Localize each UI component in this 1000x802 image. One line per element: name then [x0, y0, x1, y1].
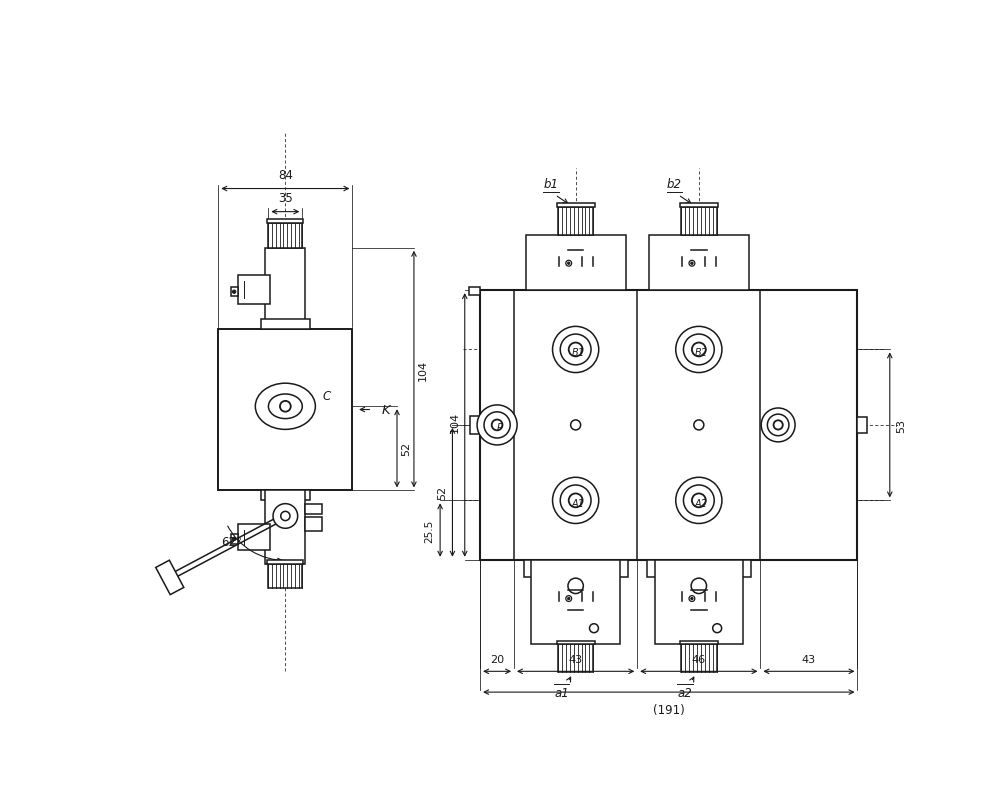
Text: 43: 43	[569, 654, 583, 664]
Text: 84: 84	[278, 168, 293, 181]
Text: 43: 43	[802, 654, 816, 664]
Circle shape	[492, 420, 502, 431]
Circle shape	[567, 597, 570, 600]
Circle shape	[691, 597, 693, 600]
Bar	[558, 208, 593, 236]
Text: B1: B1	[571, 347, 584, 358]
Text: 25.5: 25.5	[425, 519, 435, 542]
Circle shape	[568, 578, 583, 593]
Circle shape	[590, 624, 598, 633]
Circle shape	[553, 478, 599, 524]
Circle shape	[676, 327, 722, 373]
Circle shape	[689, 261, 695, 267]
Circle shape	[761, 408, 795, 443]
Circle shape	[560, 334, 591, 366]
Bar	[557, 204, 595, 208]
Circle shape	[281, 512, 290, 521]
Text: b1: b1	[544, 178, 558, 191]
Circle shape	[683, 334, 714, 366]
Circle shape	[691, 578, 707, 593]
Bar	[267, 220, 303, 224]
Text: 62°: 62°	[221, 535, 242, 548]
Circle shape	[767, 415, 789, 436]
Text: 104: 104	[418, 359, 428, 380]
Circle shape	[553, 327, 599, 373]
Bar	[238, 525, 270, 550]
Circle shape	[232, 537, 236, 541]
Circle shape	[566, 596, 572, 602]
Bar	[524, 560, 628, 577]
Bar	[265, 249, 305, 330]
Circle shape	[569, 494, 583, 508]
Circle shape	[692, 494, 706, 508]
Bar	[655, 560, 743, 645]
Bar	[267, 560, 303, 564]
Circle shape	[484, 412, 510, 439]
Text: C: C	[322, 390, 331, 403]
Circle shape	[713, 624, 722, 633]
Circle shape	[567, 263, 570, 265]
Bar	[261, 320, 310, 330]
Bar	[649, 236, 749, 291]
Bar	[557, 641, 595, 645]
Text: 104: 104	[449, 411, 459, 432]
Bar	[261, 491, 310, 500]
Bar	[268, 564, 302, 589]
Bar	[857, 418, 867, 433]
Bar	[265, 491, 305, 564]
Bar	[231, 535, 238, 544]
Text: 46: 46	[692, 654, 706, 664]
Text: 35: 35	[278, 192, 293, 205]
Ellipse shape	[255, 383, 315, 430]
Circle shape	[775, 423, 781, 428]
Bar	[681, 645, 717, 672]
Text: a2: a2	[678, 686, 692, 699]
Text: b2: b2	[667, 178, 682, 191]
Circle shape	[280, 401, 291, 412]
Text: 52: 52	[401, 442, 411, 456]
Bar	[680, 204, 718, 208]
Bar	[305, 504, 322, 514]
Text: (191): (191)	[653, 703, 685, 716]
Text: 53: 53	[896, 419, 906, 432]
Bar	[681, 208, 717, 236]
Bar	[218, 330, 352, 491]
Polygon shape	[156, 561, 184, 595]
Bar	[647, 560, 751, 577]
Circle shape	[273, 504, 298, 529]
Circle shape	[691, 263, 693, 265]
Bar	[470, 416, 480, 435]
Text: K: K	[382, 403, 390, 416]
Circle shape	[689, 596, 695, 602]
Bar	[305, 517, 322, 531]
Bar	[480, 291, 857, 560]
Circle shape	[571, 420, 581, 431]
Circle shape	[683, 485, 714, 516]
Circle shape	[560, 485, 591, 516]
Circle shape	[569, 343, 583, 357]
Text: 52: 52	[437, 486, 447, 500]
Circle shape	[774, 421, 783, 430]
Bar	[558, 645, 593, 672]
Bar	[469, 288, 480, 295]
Text: A2: A2	[695, 498, 708, 508]
Bar	[531, 560, 620, 645]
Bar	[526, 236, 626, 291]
Text: 20: 20	[490, 654, 504, 664]
Text: A1: A1	[572, 498, 584, 508]
Bar	[231, 288, 238, 297]
Circle shape	[676, 478, 722, 524]
Circle shape	[477, 405, 517, 445]
Circle shape	[692, 343, 706, 357]
Ellipse shape	[268, 395, 302, 419]
Circle shape	[566, 261, 572, 267]
Bar	[268, 224, 302, 249]
Bar	[680, 641, 718, 645]
Circle shape	[232, 290, 236, 294]
Circle shape	[694, 420, 704, 431]
Bar	[238, 275, 270, 305]
Text: B2: B2	[695, 347, 708, 358]
Text: P: P	[496, 423, 502, 433]
Text: a1: a1	[554, 686, 569, 699]
